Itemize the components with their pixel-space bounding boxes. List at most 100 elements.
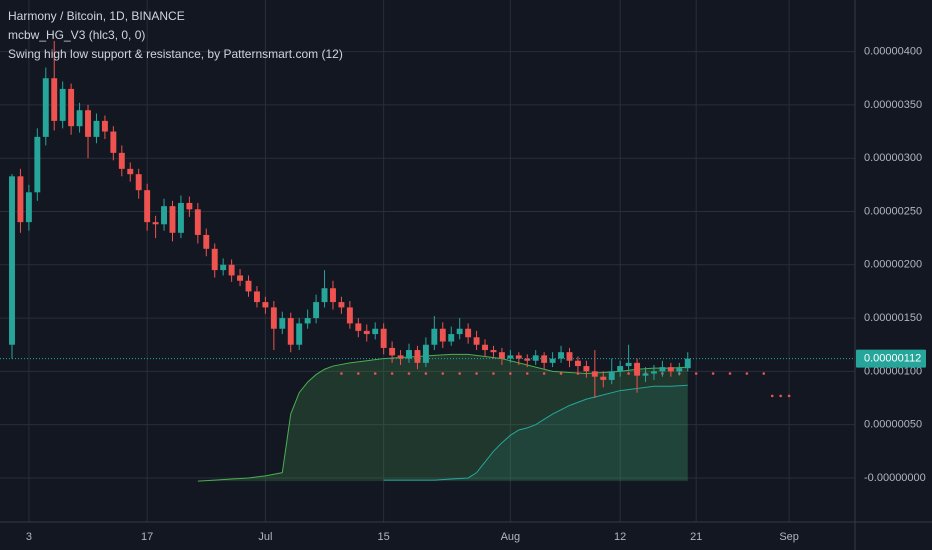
candle-body	[642, 373, 649, 376]
candle-body	[245, 280, 252, 292]
support-dot	[373, 372, 377, 375]
candle-body	[448, 334, 455, 342]
candle-body	[532, 355, 539, 361]
candle-body	[220, 264, 227, 271]
support-dot	[745, 372, 749, 375]
x-tick-label: 17	[141, 531, 153, 543]
y-tick-label: -0.00000000	[864, 472, 926, 484]
chart-title: Harmony / Bitcoin, 1D, BINANCE	[8, 9, 185, 23]
overlay-line	[383, 384, 688, 481]
candle-body	[34, 136, 41, 193]
support-dot	[340, 372, 343, 375]
candle-body	[659, 367, 666, 372]
x-tick-label: Sep	[779, 531, 799, 543]
candle-body	[507, 355, 514, 359]
candle-body	[498, 352, 505, 359]
candle-body	[211, 248, 218, 271]
candle-body	[321, 288, 328, 303]
y-tick-label: 0.00000200	[864, 259, 922, 271]
candle-body	[574, 360, 581, 367]
candle-body	[110, 131, 117, 153]
y-tick-label: 0.00000100	[864, 365, 922, 377]
candle-body	[59, 88, 66, 121]
y-tick-label: 0.00000250	[864, 205, 922, 217]
candle-body	[634, 362, 641, 376]
candle-body	[118, 152, 125, 169]
y-tick-label: 0.00000050	[864, 419, 922, 431]
candle-body	[465, 328, 472, 338]
candle-body	[591, 371, 598, 377]
support-dot	[525, 372, 529, 375]
support-dot	[424, 372, 428, 375]
candle-body	[144, 190, 151, 223]
candle-body	[482, 344, 488, 351]
candle-body	[651, 371, 657, 374]
candle-body	[76, 110, 83, 127]
support-dot	[728, 372, 732, 375]
candle-body	[473, 337, 480, 345]
x-tick-label: 12	[614, 531, 626, 543]
overlay-area	[383, 385, 688, 481]
support-dot	[441, 372, 445, 375]
candle-body	[270, 307, 277, 329]
candle-body	[406, 350, 412, 359]
support-dot	[779, 394, 782, 398]
support-dot	[458, 372, 461, 375]
candle-body	[515, 355, 522, 359]
support-dot	[694, 372, 698, 375]
y-tick-label: 0.00000300	[864, 152, 922, 164]
candle-body	[262, 302, 269, 308]
candle-body	[127, 168, 134, 175]
last-price-label: 0.00000112	[864, 352, 921, 364]
candle-body	[608, 371, 615, 380]
candle-body	[363, 330, 370, 335]
support-dot	[509, 372, 512, 375]
candle-body	[389, 347, 396, 356]
candle-body	[296, 323, 303, 345]
candle-body	[169, 206, 176, 233]
candle-body	[431, 328, 438, 345]
y-tick-label: 0.00000400	[864, 45, 922, 57]
x-tick-label: 3	[26, 531, 32, 543]
candle-body	[414, 350, 421, 363]
candle-body	[228, 264, 235, 276]
candle-body	[397, 355, 404, 359]
x-tick-label: Jul	[258, 531, 272, 543]
candle-body	[676, 368, 683, 372]
candle-body	[456, 328, 463, 335]
candle-body	[380, 328, 387, 348]
candle-body	[558, 352, 565, 359]
indicator-label: Swing high low support & resistance, by …	[8, 47, 343, 61]
support-dot	[542, 372, 546, 375]
candle-body	[625, 362, 632, 367]
candle-body	[422, 344, 429, 363]
candle-body	[549, 358, 556, 363]
candle-body	[17, 176, 24, 223]
candle-body	[85, 110, 91, 137]
support-dot	[492, 372, 495, 375]
support-dot	[787, 394, 791, 398]
y-tick-label: 0.00000350	[864, 99, 922, 111]
candle-body	[617, 366, 624, 372]
candle-body	[667, 367, 674, 372]
candle-body	[304, 318, 311, 324]
candle-body	[25, 192, 32, 223]
candle-body	[279, 318, 286, 329]
candle-body	[566, 352, 573, 361]
candle-body	[684, 358, 691, 369]
candle-body	[490, 350, 497, 353]
support-dot	[357, 372, 360, 375]
candle-body	[177, 202, 184, 233]
support-dot	[576, 372, 580, 375]
last-price-tag	[856, 349, 926, 368]
support-dot	[475, 372, 478, 375]
candle-body	[355, 323, 362, 331]
overlay-area	[197, 354, 688, 482]
candle-body	[51, 78, 58, 121]
candle-body	[600, 376, 607, 380]
candle-body	[524, 358, 531, 361]
candle-body	[346, 307, 353, 324]
candle-body	[42, 78, 49, 137]
